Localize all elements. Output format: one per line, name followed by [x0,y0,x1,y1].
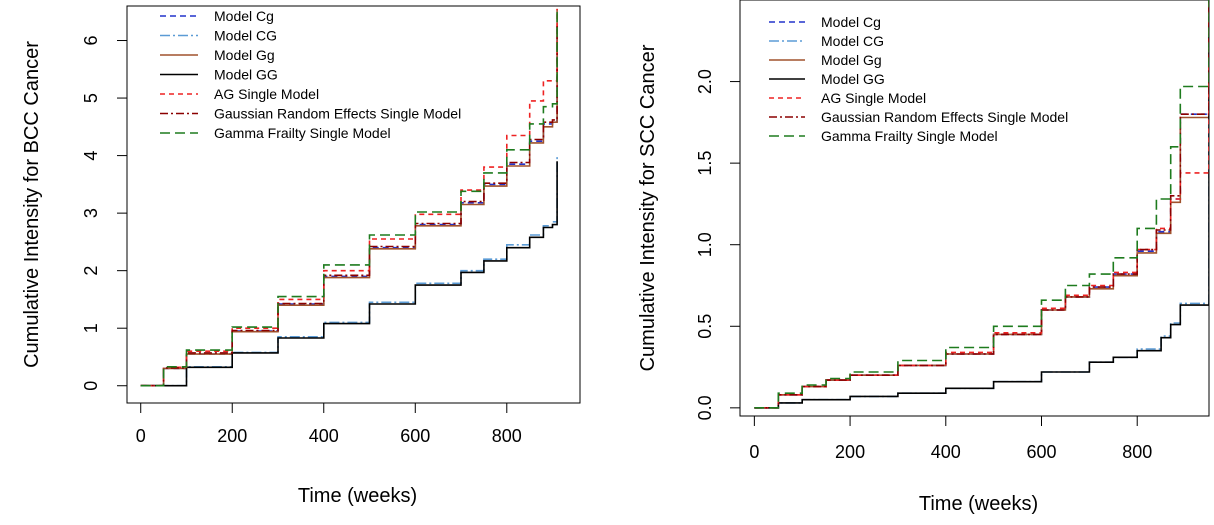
legend-label: Model Cg [214,8,274,24]
scc-chart-svg: 0 200 400 600 800 0.0 0.5 1.0 1.5 2.0 Time (weeks)… [637,0,1210,515]
legend-label: Model Gg [821,52,882,68]
x-axis-label: Time (weeks) [298,485,417,507]
x-tick-label: 400 [931,442,961,462]
series-group [754,0,1209,409]
y-tick-label: 6 [81,36,101,46]
legend-label: Gaussian Random Effects Single Model [821,109,1068,125]
x-tick-label: 0 [136,426,146,446]
x-tick-label: 200 [217,426,247,446]
series-line-gaussian-random-effects-single-model [140,23,558,387]
x-tick-label: 800 [492,426,522,446]
series-line-model-cg [140,155,558,387]
bcc-chart: 0 200 400 600 800 0 1 2 3 4 5 6 Time (weeks) Cumulati… [0,0,600,525]
y-tick-label: 1.0 [695,232,715,257]
legend-label: Gaussian Random Effects Single Model [214,106,461,122]
legend-label: Model CG [821,33,884,49]
legend-label: Model CG [214,28,277,44]
plot-frame [126,5,581,404]
series-line-ag-single-model [140,8,558,387]
legend-label: Model GG [214,67,278,83]
legend: Model Cg Model CG Model Gg Model GG AG Singl… [769,14,1068,144]
x-tick-label: 800 [1122,442,1152,462]
y-tick-label: 3 [81,208,101,218]
y-tick-label: 2 [81,266,101,276]
legend-label: AG Single Model [214,86,319,102]
series-line-model-cg [140,29,558,387]
series-group [140,8,558,387]
series-line-model-gg [754,0,1209,409]
series-line-model-gg [140,8,558,387]
series-line-gamma-frailty-single-model [754,0,1209,409]
x-tick-label: 200 [835,442,865,462]
legend-label: Gamma Frailty Single Model [821,128,998,144]
legend-label: AG Single Model [821,90,926,106]
y-tick-label: 0.0 [695,395,715,420]
legend-label: Model Gg [214,47,275,63]
scc-chart: 0 200 400 600 800 0.0 0.5 1.0 1.5 2.0 Time (weeks)… [607,0,1214,525]
y-axis-label: Cumulative Intensity for BCC Cancer [21,41,43,368]
legend: Model Cg Model CG Model Gg Model GG AG Singl… [160,8,461,141]
y-tick-label: 2.0 [695,69,715,94]
y-tick-label: 4 [81,151,101,161]
series-line-ag-single-model [754,0,1209,409]
x-tick-label: 600 [1026,442,1056,462]
y-tick-label: 1 [81,323,101,333]
y-tick-label: 0 [81,381,101,391]
y-tick-label: 1.5 [695,151,715,176]
legend-label: Model Cg [821,14,881,30]
y-tick-label: 5 [81,93,101,103]
legend-label: Model GG [821,71,885,87]
series-line-model-gg [140,161,558,387]
x-tick-label: 400 [309,426,339,446]
x-axis-label: Time (weeks) [919,493,1038,515]
x-tick-label: 600 [400,426,430,446]
y-tick-label: 0.5 [695,314,715,339]
y-axis-label: Cumulative Intensity for SCC Cancer [637,44,659,371]
legend-label: Gamma Frailty Single Model [214,125,391,141]
series-line-gamma-frailty-single-model [140,11,558,387]
bcc-chart-svg: 0 200 400 600 800 0 1 2 3 4 5 6 Time (weeks) Cumulati… [21,5,581,507]
x-tick-label: 0 [749,442,759,462]
